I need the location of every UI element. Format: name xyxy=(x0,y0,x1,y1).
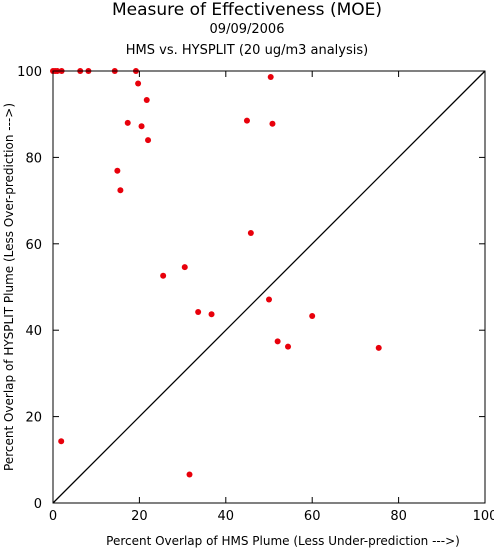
data-point xyxy=(145,137,152,144)
data-point xyxy=(274,338,281,345)
y-tick-label: 40 xyxy=(25,324,42,339)
data-point xyxy=(124,119,131,126)
x-tick-label: 100 xyxy=(473,509,494,524)
y-tick-label: 60 xyxy=(25,238,42,253)
chart-title: Measure of Effectiveness (MOE) xyxy=(111,0,383,20)
y-tick-label: 0 xyxy=(34,497,42,512)
y-tick-label: 80 xyxy=(25,151,42,166)
data-point xyxy=(135,80,142,87)
x-tick-label: 60 xyxy=(304,509,321,524)
plot-area xyxy=(52,70,486,504)
data-point xyxy=(243,117,250,124)
chart-date: 09/09/2006 xyxy=(209,22,285,37)
x-tick-label: 80 xyxy=(390,509,407,524)
data-point xyxy=(117,187,124,194)
data-point xyxy=(247,230,254,236)
data-point xyxy=(143,96,150,103)
data-point xyxy=(58,438,65,445)
y-axis-label: Percent Overlap of HYSPLIT Plume (Less O… xyxy=(2,103,16,471)
x-axis-label: Percent Overlap of HMS Plume (Less Under… xyxy=(106,534,460,548)
data-point xyxy=(375,344,382,351)
chart-subtitle: HMS vs. HYSPLIT (20 ug/m3 analysis) xyxy=(125,43,369,58)
data-point xyxy=(186,471,193,478)
data-point xyxy=(138,123,145,130)
x-tick-label: 40 xyxy=(218,509,235,524)
data-point xyxy=(195,309,202,316)
data-point xyxy=(269,120,276,127)
data-point xyxy=(114,167,121,174)
x-tick-label: 20 xyxy=(131,509,148,524)
data-point xyxy=(309,312,316,319)
y-tick-label: 20 xyxy=(25,411,42,426)
data-point xyxy=(181,264,188,271)
x-tick-label: 0 xyxy=(49,509,57,524)
data-point xyxy=(160,272,167,279)
one-to-one-reference-line xyxy=(52,70,486,504)
data-point xyxy=(266,296,272,303)
data-point xyxy=(208,311,215,318)
data-point xyxy=(285,343,292,350)
y-tick-label: 100 xyxy=(17,65,42,80)
data-point xyxy=(267,74,274,81)
